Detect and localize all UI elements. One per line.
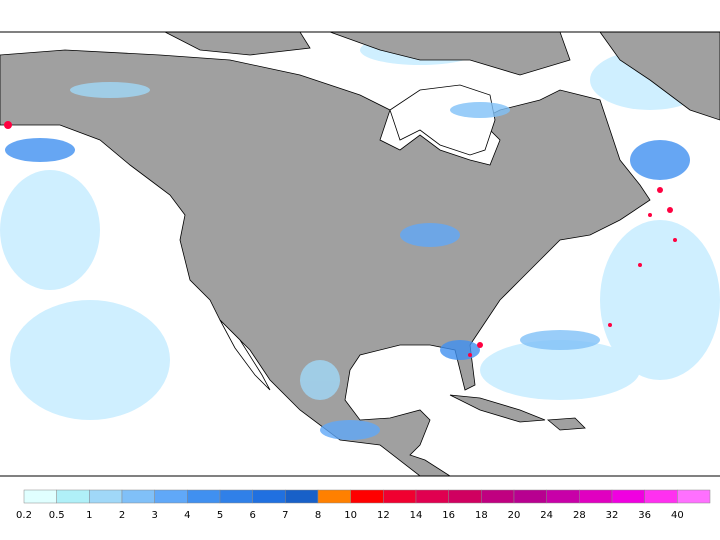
color-label: 5 <box>217 510 223 521</box>
color-swatch <box>89 489 123 504</box>
color-swatch <box>154 489 188 504</box>
color-label: 2 <box>119 510 125 521</box>
color-swatch <box>219 489 253 504</box>
color-label: 20 <box>508 510 521 521</box>
greenland <box>599 31 720 121</box>
color-label: 40 <box>671 510 684 521</box>
color-label: 32 <box>606 510 619 521</box>
color-swatch <box>579 489 613 504</box>
color-swatch <box>644 489 678 504</box>
arctic-islands <box>329 31 571 76</box>
color-label: 14 <box>410 510 423 521</box>
color-swatch <box>187 489 221 504</box>
color-label: 3 <box>151 510 157 521</box>
gulf-of-california <box>219 319 271 391</box>
color-label: 7 <box>282 510 288 521</box>
color-swatch <box>317 489 351 504</box>
color-label: 24 <box>540 510 553 521</box>
color-swatch <box>383 489 417 504</box>
color-swatch <box>56 489 90 504</box>
precip <box>5 82 690 440</box>
heavy-precip <box>4 121 677 357</box>
hudson-bay <box>389 84 496 156</box>
colorbar: 0.2 0.5 1 2 3 4 5 6 7 8 10 12 14 16 18 20 24 28 32 36 40 <box>16 489 711 521</box>
color-label: 28 <box>573 510 586 521</box>
color-label: 18 <box>475 510 488 521</box>
color-swatch <box>415 489 449 504</box>
color-label: 0.5 <box>49 510 65 521</box>
color-label: 6 <box>249 510 255 521</box>
color-label: 4 <box>184 510 190 521</box>
color-swatch <box>285 489 319 504</box>
color-swatch <box>121 489 155 504</box>
color-label: 10 <box>344 510 357 521</box>
hispaniola <box>546 417 586 431</box>
color-swatch <box>513 489 547 504</box>
color-swatch <box>252 489 286 504</box>
color-swatch <box>350 489 384 504</box>
color-swatch <box>23 489 57 504</box>
color-label: 36 <box>638 510 651 521</box>
color-label: 12 <box>377 510 390 521</box>
color-label: 0.2 <box>16 510 32 521</box>
color-swatch <box>611 489 645 504</box>
cuba <box>449 394 546 423</box>
color-swatch <box>481 489 515 504</box>
color-swatch <box>546 489 580 504</box>
color-swatch <box>677 489 711 504</box>
color-label: 16 <box>442 510 455 521</box>
land <box>0 31 720 477</box>
color-label: 1 <box>86 510 92 521</box>
color-label: 8 <box>315 510 321 521</box>
color-swatch <box>448 489 482 504</box>
